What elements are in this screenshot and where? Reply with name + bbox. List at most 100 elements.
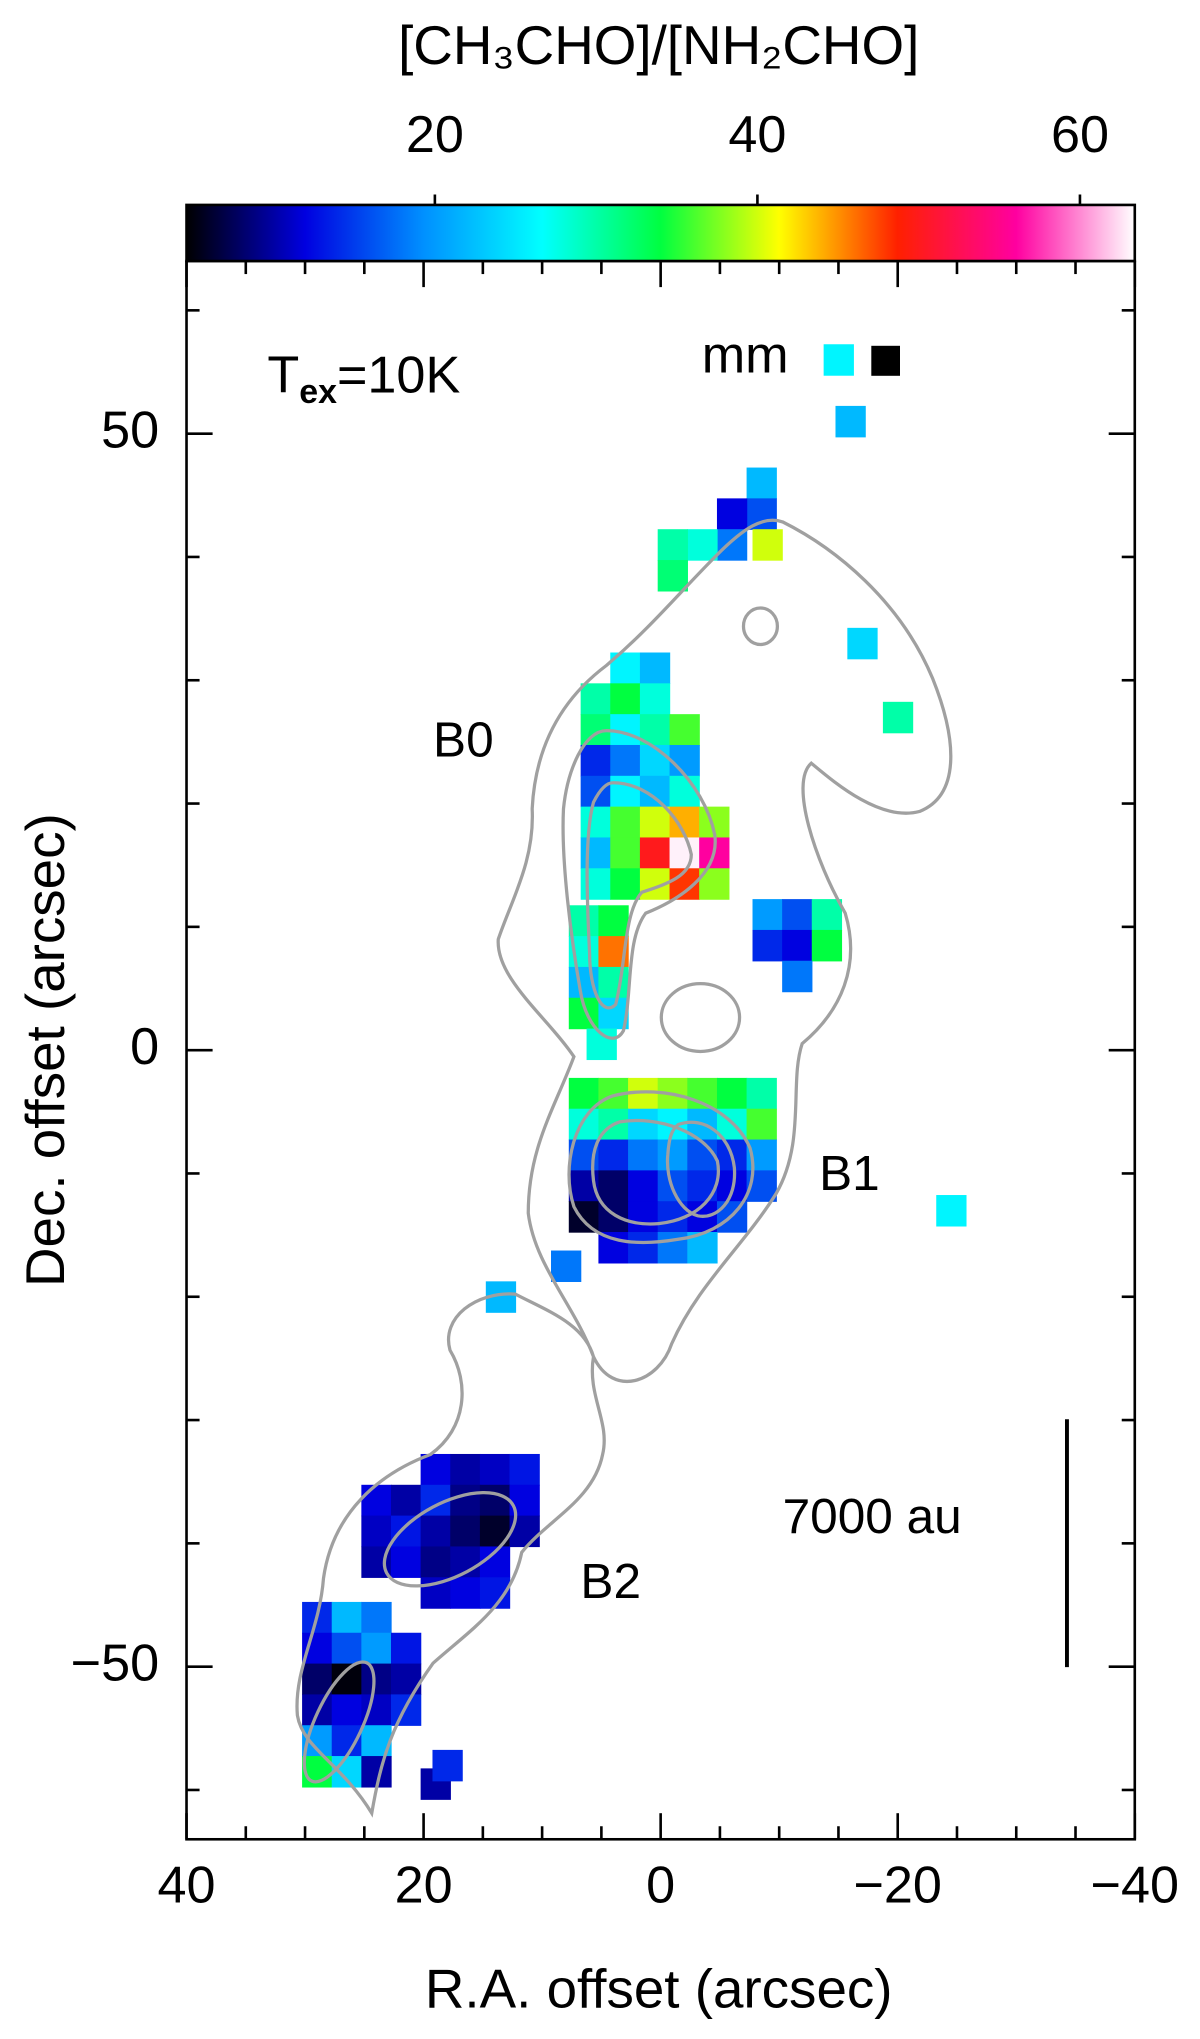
contour: [741, 606, 780, 647]
colorbar-tick-label: 60: [1051, 106, 1109, 164]
map-cell: [580, 744, 611, 777]
y-axis-label: Dec. offset (arcsec): [14, 813, 76, 1287]
map-cell: [746, 467, 777, 500]
x-tick-label: −40: [1091, 1857, 1179, 1915]
region-label: B0: [433, 712, 494, 768]
contour: [585, 781, 693, 1010]
map-cell: [657, 1232, 688, 1264]
map-cell: [782, 929, 813, 962]
map-cell: [420, 1453, 451, 1486]
map-cell: [568, 1108, 600, 1141]
map-cell: [669, 744, 700, 777]
y-tick-label: 0: [130, 1018, 159, 1076]
colorbar-title: [CH₃CHO]/[NH₂CHO]: [398, 14, 919, 76]
map-cell: [331, 1756, 363, 1788]
map-cell: [669, 837, 700, 869]
map-cell: [390, 1546, 422, 1578]
contour: [561, 728, 717, 1040]
map-cell: [361, 1515, 392, 1548]
x-axis-label: R.A. offset (arcsec): [425, 1958, 893, 2020]
colorbar-tick-label: 40: [728, 106, 786, 164]
map-cell: [639, 806, 671, 839]
tex-symbol: T: [267, 346, 299, 404]
map-cell: [782, 960, 813, 993]
contour: [665, 1120, 737, 1218]
map-cell: [782, 899, 813, 931]
contour: [302, 1660, 376, 1784]
map-cell: [882, 701, 914, 734]
colorbar: [185, 203, 1137, 263]
map-cell: [669, 775, 700, 808]
map-cell: [687, 529, 718, 561]
map-cell: [610, 775, 641, 808]
region-label: B1: [819, 1145, 880, 1201]
map-cell: [628, 1108, 659, 1141]
map-cell: [479, 1484, 511, 1517]
map-cell: [580, 868, 611, 900]
map-cell: [835, 405, 866, 438]
map-cell: [580, 837, 611, 869]
map-cell: [628, 1201, 659, 1233]
map-cell: [936, 1195, 967, 1227]
map-cell: [657, 529, 688, 561]
map-cell: [811, 929, 843, 962]
map-cell: [450, 1577, 481, 1609]
map-cell: [657, 1139, 688, 1172]
map-cell: [657, 560, 688, 592]
x-tick-label: 20: [395, 1857, 453, 1915]
y-tick-label: −50: [71, 1634, 159, 1692]
map-cell: [598, 905, 629, 937]
map-cell: [432, 1749, 463, 1782]
map-cell: [568, 1077, 600, 1110]
map-cell: [361, 1601, 392, 1634]
map-cell: [420, 1546, 451, 1578]
region-label: B2: [580, 1553, 641, 1609]
contour: [295, 518, 953, 1818]
map-cell: [331, 1632, 363, 1665]
beam: [871, 345, 900, 376]
map-cell: [746, 1108, 777, 1141]
map-cell: [811, 899, 843, 931]
map-cell: [390, 1694, 422, 1726]
map-cell: [551, 1250, 582, 1282]
map-cell: [669, 714, 700, 746]
map-cell: [628, 1170, 659, 1202]
map-cell: [598, 1170, 629, 1202]
map-cell: [450, 1484, 481, 1517]
scale-label: 7000 au: [783, 1488, 962, 1544]
contour: [567, 1090, 755, 1245]
map-cell: [361, 1663, 392, 1696]
y-tick-label: 50: [101, 401, 159, 459]
map-cell: [610, 744, 641, 777]
map-cell: [331, 1694, 363, 1726]
map-cell: [746, 1077, 777, 1110]
map-cell: [580, 683, 611, 715]
contours: [295, 518, 953, 1818]
map-cell: [716, 498, 748, 530]
map-cell: [639, 683, 671, 715]
map-cell: [420, 1515, 451, 1548]
map-cell: [628, 1139, 659, 1172]
map-cell: [580, 806, 611, 839]
map-cell: [450, 1515, 481, 1548]
map-cell: [752, 899, 783, 931]
map-cell: [639, 744, 671, 777]
map-cell: [598, 966, 629, 999]
map-cell: [598, 1139, 629, 1172]
map-cell: [568, 905, 600, 937]
map-cell: [610, 683, 641, 715]
tex-text: =10K: [337, 346, 460, 404]
map-cell: [361, 1484, 392, 1517]
x-tick-label: 0: [646, 1857, 675, 1915]
map-cell: [331, 1601, 363, 1634]
map-cell: [361, 1632, 392, 1665]
map-cell: [716, 1077, 748, 1110]
contour: [591, 1118, 721, 1226]
map-cell: [302, 1663, 333, 1696]
map-cell: [823, 344, 854, 376]
map-cell: [598, 1232, 629, 1264]
contour: [659, 982, 742, 1054]
map-cell: [687, 1170, 718, 1202]
map-cell: [390, 1484, 422, 1517]
